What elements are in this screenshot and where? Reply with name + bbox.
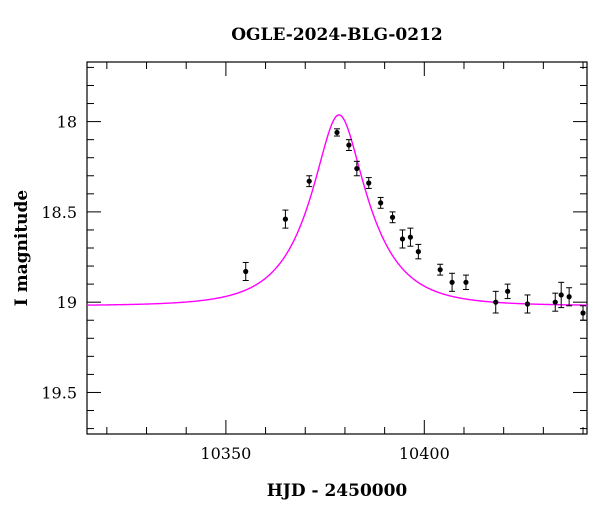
plot-frame [86, 61, 588, 435]
chart-title: OGLE-2024-BLG-0212 [231, 25, 443, 45]
data-point [407, 227, 414, 247]
axis-ticks [87, 62, 587, 434]
data-point [504, 283, 511, 300]
data-point [399, 229, 406, 249]
data-point [566, 287, 573, 307]
point-marker [505, 288, 511, 294]
data-point [524, 294, 531, 314]
y-tick-label: 18 [57, 113, 77, 132]
data-point [415, 243, 422, 260]
point-marker [282, 216, 289, 222]
data-point [462, 274, 469, 291]
point-marker [407, 234, 414, 240]
point-marker [389, 214, 396, 220]
data-point [437, 263, 444, 276]
point-marker [399, 236, 406, 242]
point-marker [334, 129, 340, 136]
model-layer [86, 114, 588, 306]
point-marker [243, 268, 249, 275]
point-marker [580, 310, 586, 316]
point-marker [346, 142, 352, 148]
x-axis-label: HJD - 2450000 [267, 481, 408, 501]
point-marker [524, 301, 531, 307]
data-point [449, 272, 456, 292]
point-marker [306, 178, 312, 184]
point-marker [366, 180, 372, 186]
y-axis-label: I magnitude [12, 190, 32, 307]
point-marker [449, 279, 455, 285]
data-point [552, 292, 559, 312]
data-point [353, 160, 360, 177]
y-tick-labels: 18 18.5 19 19.5 [41, 113, 77, 403]
point-marker [558, 292, 564, 298]
data-point [282, 209, 289, 229]
y-tick-label: 19 [57, 293, 77, 312]
y-tick-label: 19.5 [41, 383, 77, 402]
x-tick-labels: 10350 10400 [200, 444, 449, 463]
data-point [334, 128, 340, 137]
point-marker [415, 249, 421, 255]
data-point [580, 305, 587, 321]
point-marker [354, 165, 360, 172]
point-marker [378, 200, 384, 206]
data-point [345, 139, 352, 151]
model-curve [86, 114, 588, 306]
x-tick-label: 10400 [399, 444, 450, 463]
point-marker [493, 299, 499, 305]
data-point [365, 177, 372, 189]
plot-area [86, 61, 588, 435]
point-marker [463, 279, 469, 285]
point-marker [437, 267, 443, 273]
y-tick-label: 18.5 [41, 203, 77, 222]
x-tick-label: 10350 [200, 444, 251, 463]
data-point [492, 290, 499, 314]
point-marker [552, 299, 558, 305]
data-point [242, 261, 249, 282]
point-marker [566, 294, 572, 300]
data-point [377, 196, 384, 209]
data-point [389, 211, 396, 224]
data-point [306, 175, 313, 188]
data-points [242, 128, 587, 321]
data-point [558, 281, 565, 309]
